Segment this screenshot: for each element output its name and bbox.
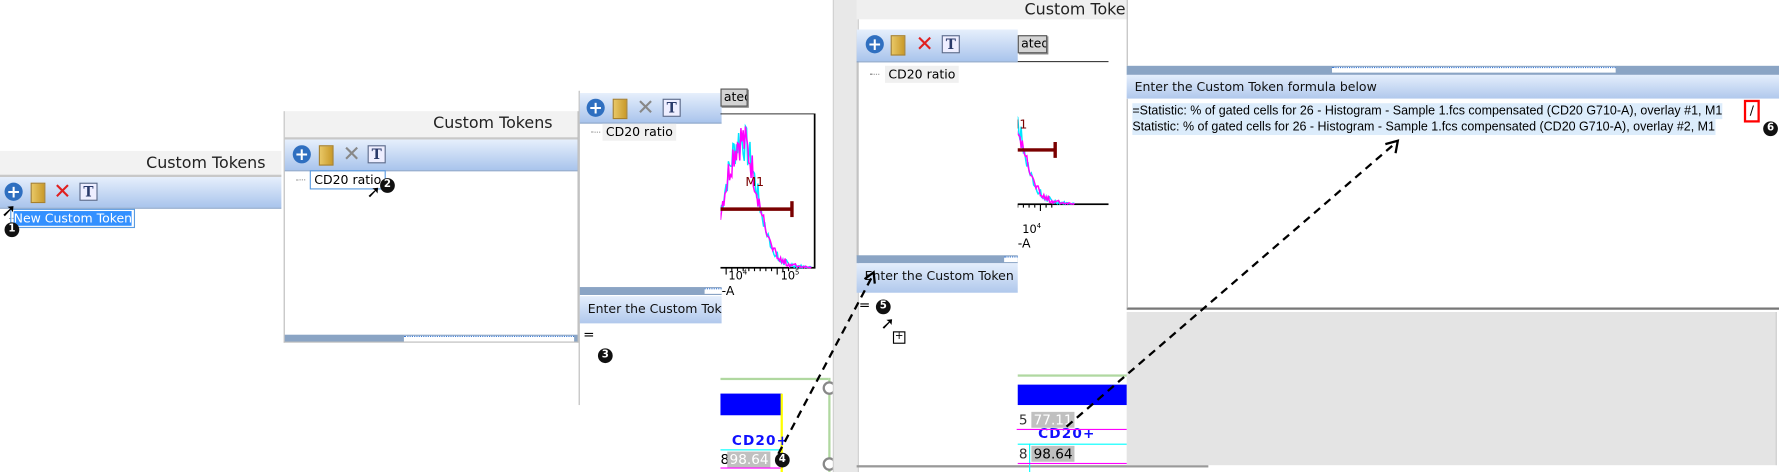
folder-icon[interactable] [612,98,628,120]
panel-title: Custom Tokens [1024,1,1144,20]
add-icon[interactable]: + [586,97,605,118]
formula-header: Enter the Custom Token fo [579,296,722,324]
table-cell[interactable]: 98.64 [1031,445,1075,462]
overlay-2-trace [720,126,812,269]
drag-copy-icon: + [892,331,906,344]
gated-button[interactable]: ated [720,88,748,107]
table-cell[interactable]: 98.64 [727,451,771,468]
text-token-icon[interactable]: T [79,182,98,201]
table-border [780,393,783,472]
layout-border [828,377,831,472]
step-badge-6: 6 [1763,121,1778,137]
arrowhead-icon [863,270,876,284]
arrow-step5-to-step6 [1065,142,1397,428]
splitter[interactable] [284,334,578,342]
formula-input[interactable]: = [858,297,871,314]
panel-2-toolbar: + ✕ T [284,139,578,172]
histogram-plot-1: M1 [720,113,816,275]
text-token-icon[interactable]: T [941,35,960,54]
step-badge-4: 4 [774,452,790,468]
delete-icon: ✕ [636,95,655,121]
splitter[interactable] [579,287,722,295]
delete-icon[interactable]: ✕ [53,179,72,205]
add-icon[interactable]: + [4,181,23,202]
formula-line-1[interactable]: =Statistic: % of gated cells for 26 - Hi… [1132,103,1723,120]
axis-tick-1e4: 104 [1022,222,1042,237]
table-title-bar [1017,384,1129,406]
axis-tick-1e4: 104 [728,268,748,283]
text-token-icon[interactable]: T [662,98,681,117]
formula-header: Enter the Custom Token formula below [1126,74,1779,99]
token-item[interactable]: CD20 ratio [602,123,677,141]
table-cell[interactable]: 77.11 [1031,411,1075,428]
add-icon[interactable]: + [865,34,884,55]
step-badge-5: 5 [875,299,891,315]
new-token-name-input[interactable]: New Custom Token [13,211,133,226]
window-divider [832,0,859,472]
add-icon[interactable]: + [292,144,311,165]
formula-line-2[interactable]: Statistic: % of gated cells for 26 - His… [1132,119,1716,136]
step-badge-3: 3 [597,348,613,364]
arrowhead-icon [1385,139,1400,154]
token-item[interactable]: CD20 ratio [884,65,959,83]
empty-gray-area [1126,312,1777,466]
gate-label: M1 [745,174,764,189]
gate-label: M1 [1018,116,1028,131]
folder-icon[interactable] [318,145,334,166]
formula-header: Enter the Custom Token formu [856,263,1018,293]
axis-tick-1e5: 105 [780,268,800,283]
panel-2: Custom Tokens + ✕ T CD20 ratio ➚ 2 [283,111,579,343]
step-badge-1: 1 [4,222,20,238]
table-title-bar [720,393,782,416]
splitter[interactable] [856,255,1018,264]
formula-input[interactable]: = [583,326,595,343]
axis-label: -A [1017,235,1031,251]
panel-6: Enter the Custom Token formula below =St… [1123,0,1779,466]
cursor-icon: ➚ [366,181,381,202]
panel-1-titlebar: Custom Tokens [0,150,282,177]
panel-3: + ✕ T CD20 ratio Enter the Custom Token … [578,90,722,406]
splitter[interactable] [1126,65,1779,75]
panel-title: Custom Tokens [433,114,553,133]
panel-5: Custom Tokens + ✕ T CD20 ratio Enter the… [856,0,1209,472]
panel-1-toolbar: + ✕ T [0,176,282,209]
plot-frame [720,113,816,269]
division-operator-highlight: / [1743,99,1760,123]
panel-title: Custom Tokens [146,154,266,173]
cursor-icon: ➚ [1,199,17,222]
gated-button[interactable]: ated [1017,35,1048,54]
text-token-icon[interactable]: T [367,145,386,164]
table-header: CD20+ [731,432,790,449]
arrow-step4-to-step5 [777,277,873,455]
overlay-2-trace [1017,130,1075,206]
folder-icon[interactable] [30,182,46,204]
step-badge-2: 2 [380,178,395,193]
delete-icon[interactable]: ✕ [915,31,934,57]
drag-cursor-icon: ➚ [880,313,895,334]
layout-border [720,377,829,381]
axis-label: -A [721,283,735,299]
delete-icon: ✕ [342,141,361,167]
folder-icon[interactable] [890,35,906,56]
histogram-plot-2: M1 [1017,61,1109,212]
